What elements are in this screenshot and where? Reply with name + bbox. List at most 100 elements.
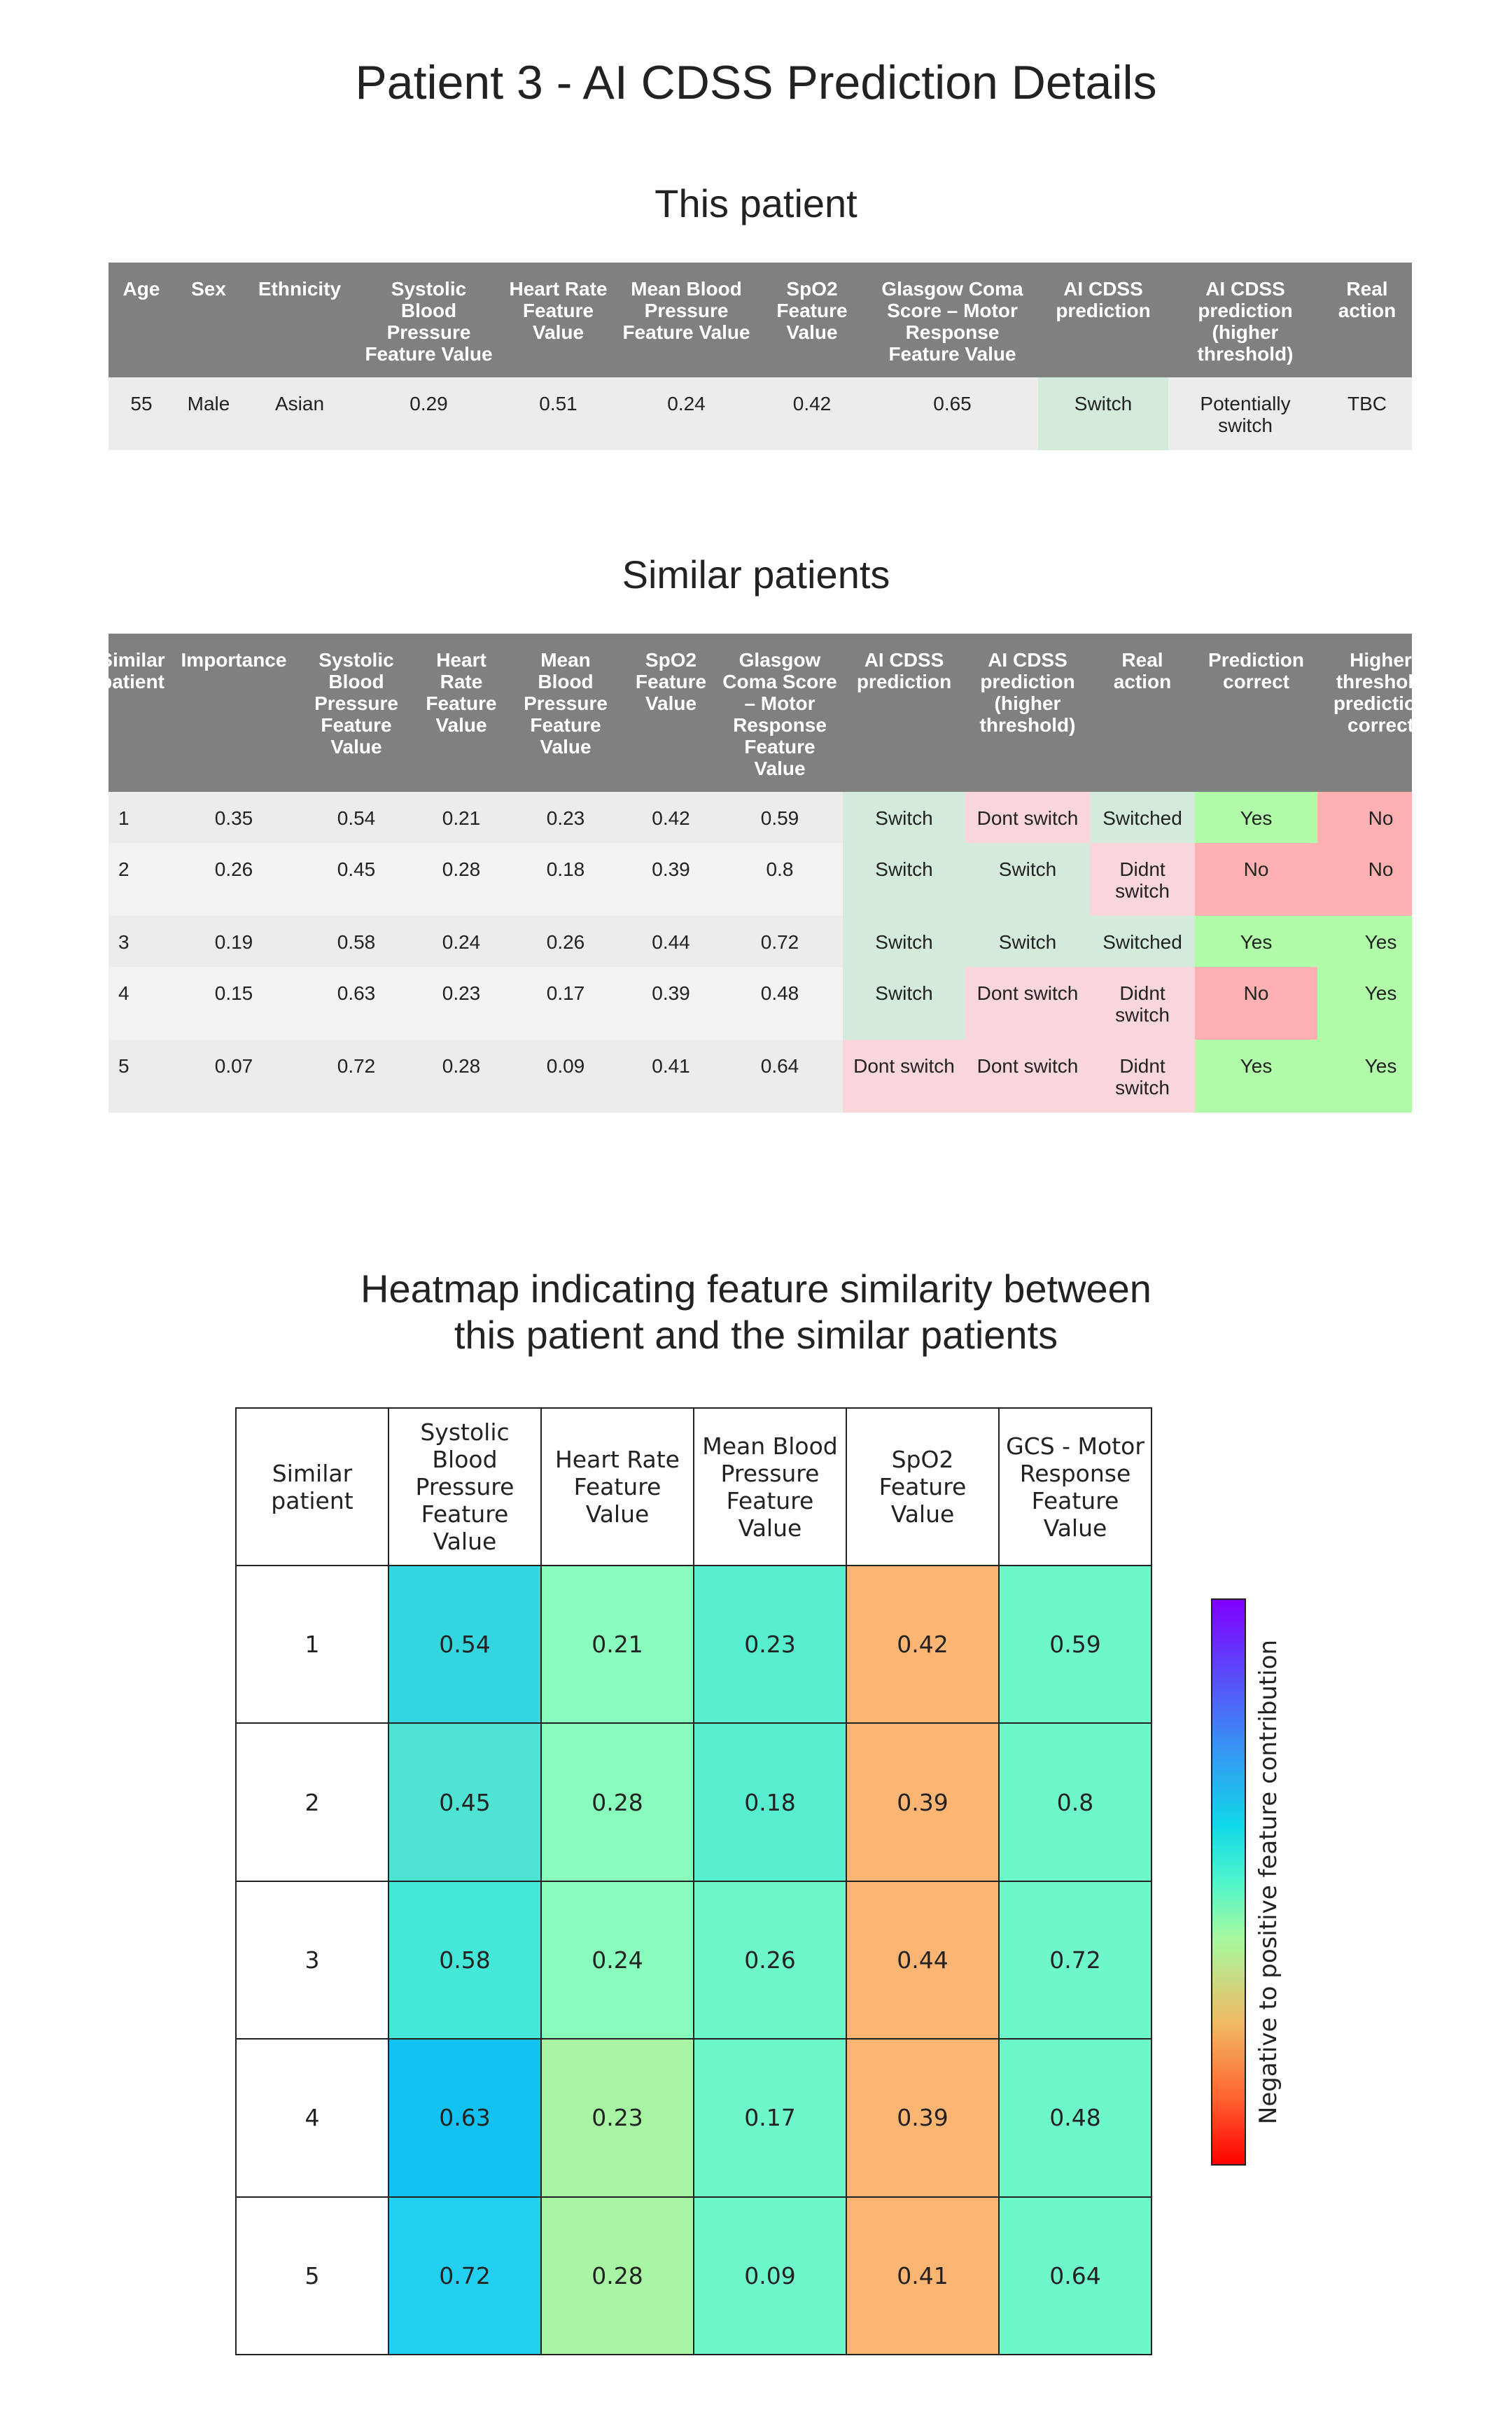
table-cell: 2 xyxy=(118,858,130,880)
similar-patients-scroll-container[interactable]: Similar patient Importance Systolic Bloo… xyxy=(108,634,1412,1113)
table-cell: 0.18 xyxy=(546,858,585,880)
heatmap-cell: 0.54 xyxy=(388,1565,542,1724)
this-patient-table: Age Sex Ethnicity Systolic Blood Pressur… xyxy=(108,263,1412,450)
col-header: Similar patient xyxy=(108,634,172,792)
heatmap-title-line2: this patient and the similar patients xyxy=(454,1313,1058,1357)
action-cell: Didnt switch xyxy=(1090,1040,1195,1113)
heatmap-cell: 0.21 xyxy=(540,1565,694,1724)
col-header: Real action xyxy=(1090,634,1195,792)
table-cell: 5 xyxy=(118,1055,130,1077)
col-header: Systolic Blood Pressure Feature Value xyxy=(296,634,416,792)
table-cell: 0.28 xyxy=(442,1055,481,1077)
table-cell: 0.15 xyxy=(214,982,253,1004)
table-cell: 0.35 xyxy=(214,807,253,829)
table-cell: 0.63 xyxy=(337,982,376,1004)
col-header: Ethnicity xyxy=(243,263,356,377)
table-cell: 0.42 xyxy=(792,393,832,414)
heatmap-col-header: SpO2 Feature Value xyxy=(846,1407,1000,1566)
col-header: SpO2 Feature Value xyxy=(757,263,867,377)
heatmap-cell: 0.42 xyxy=(846,1565,1000,1724)
table-cell: 0.65 xyxy=(933,393,972,414)
table-cell: 0.8 xyxy=(766,858,794,880)
prediction-cell: Switch xyxy=(843,967,965,1040)
col-header: Prediction correct xyxy=(1195,634,1317,792)
prediction-cell: Dont switch xyxy=(965,792,1090,843)
similar-patients-table: Similar patient Importance Systolic Bloo… xyxy=(108,634,1412,1113)
col-header: SpO2 Feature Value xyxy=(625,634,717,792)
table-row: 3 0.19 0.58 0.24 0.26 0.44 0.72 Switch S… xyxy=(108,916,1412,967)
heatmap-cell: 0.39 xyxy=(846,2038,1000,2198)
table-cell: Potentially switch xyxy=(1200,393,1291,436)
table-cell: 0.24 xyxy=(667,393,706,414)
table-cell: 0.64 xyxy=(760,1055,799,1077)
heatmap-cell: 0.24 xyxy=(540,1880,694,2040)
correct-cell: Yes xyxy=(1317,967,1412,1040)
heatmap-cell: 0.41 xyxy=(846,2196,1000,2355)
action-cell: Didnt switch xyxy=(1090,967,1195,1040)
heatmap-cell: 0.63 xyxy=(388,2038,542,2198)
prediction-cell: Switch xyxy=(843,792,965,843)
table-cell: 3 xyxy=(118,931,130,953)
table-cell: 0.07 xyxy=(214,1055,253,1077)
prediction-cell: Switch xyxy=(843,916,965,967)
table-cell: 0.59 xyxy=(760,807,799,829)
col-header: AI CDSS prediction (higher threshold) xyxy=(965,634,1090,792)
heatmap-col-header: Similar patient xyxy=(235,1407,389,1566)
col-header: AI CDSS prediction xyxy=(1038,263,1168,377)
heatmap-cell: 0.18 xyxy=(693,1722,847,1882)
action-cell: Didnt switch xyxy=(1090,843,1195,916)
heatmap-cell: 0.17 xyxy=(693,2038,847,2198)
heatmap-cell: 0.23 xyxy=(693,1565,847,1724)
heatmap-row-label: 2 xyxy=(235,1722,389,1882)
col-header: Mean Blood Pressure Feature Value xyxy=(615,263,757,377)
heatmap-cell: 0.8 xyxy=(998,1722,1152,1882)
correct-cell: Yes xyxy=(1195,916,1317,967)
prediction-cell: Dont switch xyxy=(965,967,1090,1040)
heatmap-cell: 0.26 xyxy=(693,1880,847,2040)
col-header: AI CDSS prediction (higher threshold) xyxy=(1168,263,1322,377)
col-header: Age xyxy=(108,263,174,377)
table-cell: 0.54 xyxy=(337,807,376,829)
similar-patients-heading: Similar patients xyxy=(622,552,890,597)
table-row: 5 0.07 0.72 0.28 0.09 0.41 0.64 Dont swi… xyxy=(108,1040,1412,1113)
table-cell: 0.26 xyxy=(214,858,253,880)
table-cell: 55 xyxy=(130,393,153,414)
table-cell: 4 xyxy=(118,982,130,1004)
prediction-cell: Switch xyxy=(965,916,1090,967)
heatmap-cell: 0.72 xyxy=(998,1880,1152,2040)
heatmap-cell: 0.23 xyxy=(540,2038,694,2198)
table-row: 4 0.15 0.63 0.23 0.17 0.39 0.48 Switch D… xyxy=(108,967,1412,1040)
correct-cell: No xyxy=(1317,792,1412,843)
prediction-cell: Dont switch xyxy=(965,1040,1090,1113)
table-cell: 0.44 xyxy=(652,931,690,953)
table-cell: 1 xyxy=(118,807,130,829)
table-cell: 0.19 xyxy=(214,931,253,953)
this-patient-header-row: Age Sex Ethnicity Systolic Blood Pressur… xyxy=(108,263,1412,377)
heatmap-cell: 0.72 xyxy=(388,2196,542,2355)
heatmap-row-label: 5 xyxy=(235,2196,389,2355)
heatmap-grid: Similar patient Systolic Blood Pressure F… xyxy=(235,1407,1154,2355)
heatmap-cell: 0.28 xyxy=(540,2196,694,2355)
heatmap-cell: 0.44 xyxy=(846,1880,1000,2040)
heatmap-cell: 0.09 xyxy=(693,2196,847,2355)
prediction-cell: Switch xyxy=(843,843,965,916)
prediction-cell: Switch xyxy=(1038,377,1168,450)
colorbar-label: Negative to positive feature contributio… xyxy=(1254,1639,1282,2125)
heatmap-col-header: Systolic Blood Pressure Feature Value xyxy=(388,1407,542,1566)
action-cell: Switched xyxy=(1090,792,1195,843)
table-cell: 0.23 xyxy=(442,982,481,1004)
col-header: Glasgow Coma Score – Motor Response Feat… xyxy=(867,263,1038,377)
table-cell: 0.23 xyxy=(546,807,585,829)
table-row: 55 Male Asian 0.29 0.51 0.24 0.42 0.65 S… xyxy=(108,377,1412,450)
col-header: Higher threshold prediction correct xyxy=(1317,634,1412,792)
heatmap-col-header: Heart Rate Feature Value xyxy=(540,1407,694,1566)
this-patient-heading: This patient xyxy=(654,181,858,225)
table-cell: 0.48 xyxy=(760,982,799,1004)
table-cell: 0.72 xyxy=(760,931,799,953)
heatmap-row-label: 1 xyxy=(235,1565,389,1724)
table-cell: 0.42 xyxy=(652,807,690,829)
table-cell: 0.39 xyxy=(652,982,690,1004)
similar-header-row: Similar patient Importance Systolic Bloo… xyxy=(108,634,1412,792)
table-cell: 0.09 xyxy=(546,1055,585,1077)
table-cell: 0.58 xyxy=(337,931,376,953)
